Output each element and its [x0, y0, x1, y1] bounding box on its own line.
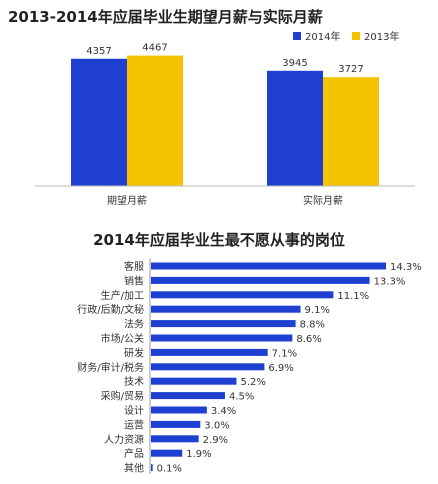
data-label-运营: 3.0%: [204, 420, 229, 431]
bar-客服: [151, 262, 386, 270]
category-label-财务/审计/税务: 财务/审计/税务: [77, 361, 144, 374]
data-label-产品: 1.9%: [186, 449, 211, 460]
bar-法务: [151, 320, 296, 328]
bar-期望月薪-2014年: [71, 58, 127, 186]
category-label-销售: 销售: [124, 274, 144, 287]
bar-设计: [151, 406, 207, 414]
category-label-市场/公关: 市场/公关: [101, 332, 144, 345]
category-label-法务: 法务: [124, 318, 144, 331]
bar-人力资源: [151, 435, 199, 443]
data-label-研发: 7.1%: [272, 348, 297, 359]
data-label-客服: 14.3%: [390, 262, 422, 273]
data-label-行政/后勤/文秘: 9.1%: [305, 305, 330, 316]
data-label-设计: 3.4%: [211, 406, 236, 417]
data-label-法务: 8.8%: [300, 320, 325, 331]
category-label-研发: 研发: [124, 346, 144, 359]
bar-销售: [151, 276, 370, 284]
category-label-设计: 设计: [124, 404, 144, 417]
data-label-实际月薪-2014年: 3945: [282, 58, 307, 69]
legend-swatch-2014: [293, 32, 301, 40]
bar-运营: [151, 420, 201, 428]
category-label-实际月薪: 实际月薪: [303, 194, 343, 207]
bar-其他: [151, 464, 153, 472]
bar-财务/审计/税务: [151, 363, 265, 371]
category-label-客服: 客服: [124, 260, 144, 273]
bar-实际月薪-2013年: [323, 77, 379, 186]
bar-行政/后勤/文秘: [151, 305, 301, 313]
category-label-人力资源: 人力资源: [104, 433, 144, 446]
category-label-技术: 技术: [124, 375, 144, 388]
chart2-plot: 客服 14.3% 销售 13.3% 生产/加工 11.1% 行政/后勤/文秘 9.1% 法务 8.…: [77, 260, 422, 475]
category-label-产品: 产品: [124, 447, 144, 460]
legend-label-2014: 2014年: [305, 30, 340, 43]
bar-实际月薪-2014年: [267, 70, 323, 186]
category-label-生产/加工: 生产/加工: [101, 289, 144, 302]
category-label-采购/贸易: 采购/贸易: [101, 390, 144, 403]
bar-生产/加工: [151, 291, 334, 299]
category-label-运营: 运营: [124, 418, 144, 431]
bar-技术: [151, 377, 237, 385]
chart2-title: 2014年应届毕业生最不愿从事的岗位: [93, 231, 345, 249]
data-label-采购/贸易: 4.5%: [229, 392, 254, 403]
data-label-实际月薪-2013年: 3727: [338, 64, 363, 75]
data-label-销售: 13.3%: [374, 276, 406, 287]
data-label-财务/审计/税务: 6.9%: [268, 363, 293, 374]
data-label-其他: 0.1%: [157, 464, 182, 475]
bar-采购/贸易: [151, 392, 225, 400]
data-label-市场/公关: 8.6%: [296, 334, 321, 345]
category-label-行政/后勤/文秘: 行政/后勤/文秘: [77, 303, 144, 316]
chart1-plot: 4357 4467 期望月薪 3945 3727 实际月薪: [71, 43, 379, 207]
legend-swatch-2013: [352, 32, 360, 40]
data-label-人力资源: 2.9%: [203, 435, 228, 446]
legend-label-2013: 2013年: [364, 30, 399, 43]
data-label-期望月薪-2013年: 4467: [142, 43, 167, 54]
data-label-技术: 5.2%: [240, 377, 265, 388]
bar-研发: [151, 348, 268, 356]
chart1-title: 2013-2014年应届毕业生期望月薪与实际月薪: [8, 8, 323, 26]
data-label-生产/加工: 11.1%: [337, 291, 369, 302]
chart1-legend: 2014年 2013年: [293, 30, 399, 43]
data-label-期望月薪-2014年: 4357: [86, 46, 111, 57]
bar-市场/公关: [151, 334, 293, 342]
bar-产品: [151, 449, 183, 457]
category-label-期望月薪: 期望月薪: [107, 194, 147, 207]
category-label-其他: 其他: [124, 462, 144, 475]
bar-期望月薪-2013年: [127, 55, 183, 186]
